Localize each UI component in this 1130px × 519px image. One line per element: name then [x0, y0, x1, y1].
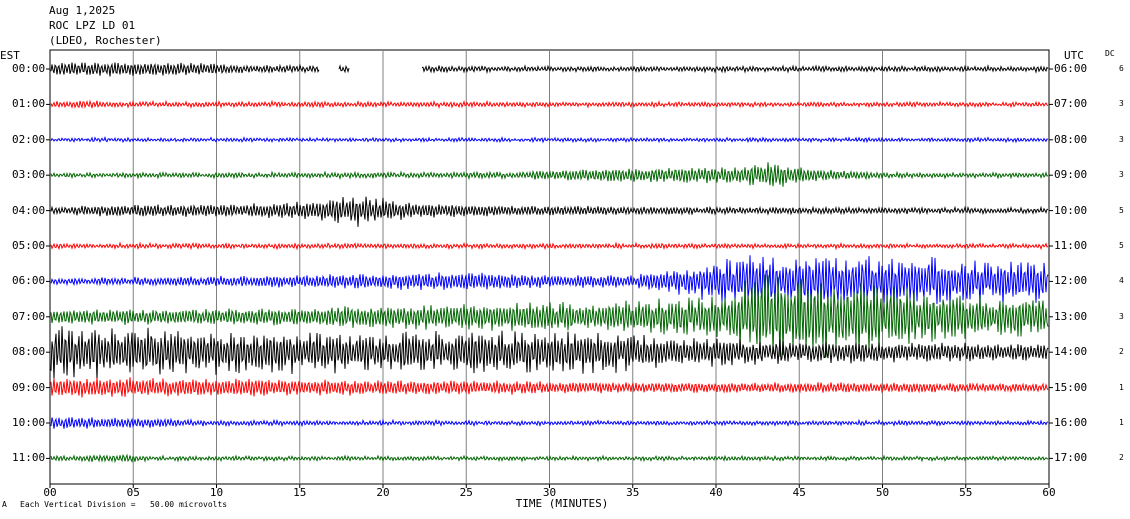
dc-value-label: 5	[1119, 241, 1124, 250]
utc-time-label: 10:00	[1054, 203, 1088, 217]
dc-value-label: 4	[1119, 276, 1124, 286]
trace-0300	[50, 162, 1049, 187]
utc-time-label: 13:00	[1054, 309, 1088, 323]
utc-time-label: 14:00	[1054, 345, 1088, 359]
trace-0700	[50, 274, 1049, 358]
dc-value-label: 3	[1119, 170, 1124, 180]
est-time-label: 05:00	[12, 239, 46, 252]
utc-time-label: 08:00	[1054, 132, 1088, 146]
utc-time-label: 16:00	[1054, 416, 1088, 429]
dc-value-label: 5	[1119, 205, 1124, 215]
utc-time-label: 15:00	[1054, 380, 1088, 394]
station-label: ROC LPZ LD 01	[49, 19, 136, 32]
dc-value-label: 1	[1119, 418, 1124, 427]
dc-value-label: 1	[1119, 382, 1124, 392]
trace-1100	[50, 453, 1049, 464]
x-tick-label: 15	[293, 486, 307, 499]
x-tick-label: 60	[1042, 486, 1056, 499]
est-time-label: 08:00	[12, 345, 46, 359]
est-axis-title: EST	[0, 49, 20, 62]
trace-1000	[50, 417, 1049, 429]
trace-0900	[50, 377, 1049, 398]
est-time-label: 04:00	[12, 203, 46, 217]
utc-time-label: 12:00	[1054, 274, 1088, 288]
utc-axis-title: UTC	[1064, 49, 1084, 62]
est-time-label: 10:00	[12, 416, 46, 429]
x-tick-label: 20	[376, 486, 390, 499]
est-time-label: 03:00	[12, 168, 46, 182]
trace-0800	[50, 326, 1049, 380]
utc-time-label: 11:00	[1054, 239, 1088, 252]
utc-time-label: 07:00	[1054, 97, 1088, 111]
est-time-label: 07:00	[12, 309, 46, 323]
utc-time-label: 09:00	[1054, 168, 1088, 182]
utc-time-label: 17:00	[1054, 451, 1088, 465]
x-axis-title: TIME (MINUTES)	[515, 497, 609, 510]
est-time-label: 11:00	[12, 451, 46, 465]
dc-value-label: 3	[1119, 134, 1124, 144]
dc-value-label: 3	[1119, 311, 1124, 321]
dc-value-label: 6	[1119, 64, 1124, 73]
trace-0100	[50, 99, 1049, 109]
x-tick-label: 30	[542, 486, 557, 499]
x-tick-label: 35	[626, 486, 640, 499]
x-tick-label: 25	[459, 486, 473, 499]
trace-0500	[50, 241, 1049, 251]
dc-column-title: DC	[1105, 49, 1115, 58]
utc-time-label: 06:00	[1054, 62, 1088, 75]
est-time-label: 01:00	[12, 97, 46, 111]
trace-0000	[50, 62, 1049, 77]
trace-0600	[50, 255, 1049, 310]
est-time-label: 02:00	[12, 132, 46, 146]
x-tick-label: 55	[959, 486, 973, 499]
x-tick-label: 10	[209, 486, 224, 499]
est-time-label: 00:00	[12, 62, 46, 75]
est-time-label: 09:00	[12, 380, 46, 394]
trace-0200	[50, 135, 1049, 144]
x-tick-label: 40	[709, 486, 723, 499]
dc-value-label: 2	[1119, 453, 1124, 463]
network-label: (LDEO, Rochester)	[49, 34, 162, 47]
dc-value-label: 2	[1119, 347, 1124, 357]
x-tick-label: 00	[43, 486, 57, 499]
date-label: Aug 1,2025	[49, 4, 116, 17]
x-tick-label: 50	[875, 486, 890, 499]
trace-0400	[50, 196, 1049, 227]
est-time-label: 06:00	[12, 274, 46, 288]
dc-value-label: 3	[1119, 99, 1124, 109]
x-tick-label: 45	[792, 486, 806, 499]
x-tick-label: 05	[126, 486, 140, 499]
division-note: Each Vertical Division = 50.00 microvolt…	[20, 500, 228, 509]
corner-mark: A	[2, 500, 7, 509]
